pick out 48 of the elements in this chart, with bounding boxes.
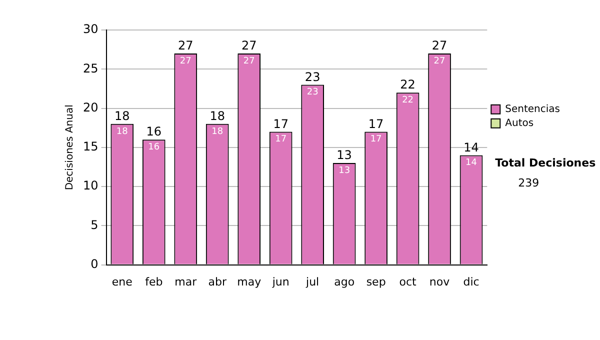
x-tick-label: jun	[271, 275, 290, 288]
data-label: 27	[434, 56, 446, 66]
data-label: 17	[370, 134, 382, 145]
y-tick-label: 0	[90, 256, 98, 271]
data-label: 14	[466, 158, 478, 168]
total-label: 22	[400, 78, 416, 92]
x-tick-label: ene	[112, 275, 133, 288]
x-tick-label: sep	[366, 275, 386, 288]
data-label: 16	[148, 142, 160, 152]
total-label: 16	[146, 124, 162, 139]
y-axis-title: Decisiones Anual	[64, 104, 76, 190]
x-tick-label: may	[237, 275, 262, 288]
legend-label: Sentencias	[505, 104, 560, 115]
data-label: 13	[338, 166, 350, 176]
data-label: 18	[212, 126, 224, 137]
x-tick-label: nov	[429, 275, 450, 288]
y-tick-label: 30	[82, 22, 98, 36]
data-label: 27	[243, 56, 255, 66]
data-label: 23	[306, 88, 318, 98]
y-tick-label: 20	[82, 100, 98, 114]
data-label: 18	[116, 126, 128, 137]
data-label: 27	[180, 56, 192, 66]
x-tick-label: feb	[145, 275, 163, 288]
x-tick-label: jul	[305, 275, 320, 288]
y-tick-label: 25	[82, 61, 98, 76]
y-tick-label: 10	[82, 178, 98, 193]
total-label: 14	[464, 140, 479, 154]
x-tick-label: oct	[399, 275, 418, 288]
data-label: 22	[402, 95, 414, 106]
total-label: 13	[336, 148, 352, 162]
total-label: 18	[114, 109, 130, 124]
y-tick-label: 5	[90, 218, 98, 232]
total-label: 17	[273, 116, 288, 131]
total-label: 27	[178, 38, 194, 53]
x-tick-label: ago	[334, 275, 355, 288]
text: 239	[518, 176, 540, 190]
legend-label: Autos	[505, 118, 534, 129]
text: Total Decisiones	[495, 156, 596, 170]
total-label: 17	[368, 116, 384, 131]
total-label: 27	[432, 38, 448, 53]
total-label: 23	[304, 70, 320, 84]
x-tick-label: mar	[174, 275, 198, 288]
total-label: 27	[241, 38, 257, 53]
y-tick-label: 15	[82, 140, 98, 154]
total-label: 18	[210, 109, 225, 124]
x-tick-label: dic	[463, 275, 480, 288]
data-label: 17	[275, 134, 287, 145]
x-tick-label: abr	[208, 275, 227, 288]
